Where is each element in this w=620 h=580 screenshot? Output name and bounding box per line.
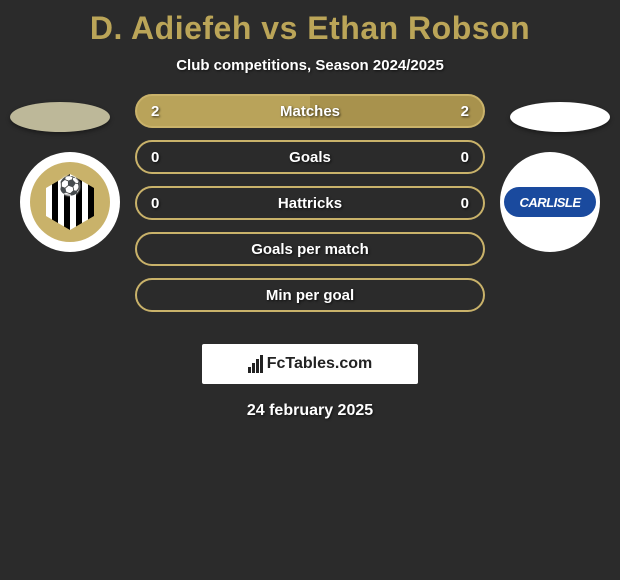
- stat-value-right: 0: [461, 149, 469, 166]
- player-right-oval: [510, 102, 610, 132]
- comparison-stage: CARLISLE 2Matches20Goals00Hattricks0Goal…: [0, 94, 620, 334]
- stat-value-left: 2: [151, 103, 159, 120]
- club-badge-right: CARLISLE: [500, 152, 600, 252]
- subtitle: Club competitions, Season 2024/2025: [0, 57, 620, 74]
- stat-label: Goals per match: [137, 241, 483, 258]
- stat-bar-goals: 0Goals0: [135, 140, 485, 174]
- stat-label: Goals: [137, 149, 483, 166]
- stat-label: Hattricks: [137, 195, 483, 212]
- stat-label: Matches: [137, 103, 483, 120]
- stat-label: Min per goal: [137, 287, 483, 304]
- stat-bars: 2Matches20Goals00Hattricks0Goals per mat…: [135, 94, 485, 324]
- brand-footer[interactable]: FcTables.com: [202, 344, 418, 384]
- stat-value-left: 0: [151, 195, 159, 212]
- stat-value-right: 0: [461, 195, 469, 212]
- club-badge-left: [20, 152, 120, 252]
- carlisle-crest-icon: CARLISLE: [504, 187, 596, 217]
- stat-value-left: 0: [151, 149, 159, 166]
- brand-text: FcTables.com: [267, 355, 373, 373]
- stat-bar-goals-per-match: Goals per match: [135, 232, 485, 266]
- stat-bar-min-per-goal: Min per goal: [135, 278, 485, 312]
- stat-value-right: 2: [461, 103, 469, 120]
- player-left-oval: [10, 102, 110, 132]
- date-label: 24 february 2025: [0, 402, 620, 420]
- stat-bar-hattricks: 0Hattricks0: [135, 186, 485, 220]
- notts-county-crest-icon: [30, 162, 110, 242]
- stat-bar-matches: 2Matches2: [135, 94, 485, 128]
- bar-chart-icon: [248, 355, 263, 373]
- page-title: D. Adiefeh vs Ethan Robson: [0, 0, 620, 47]
